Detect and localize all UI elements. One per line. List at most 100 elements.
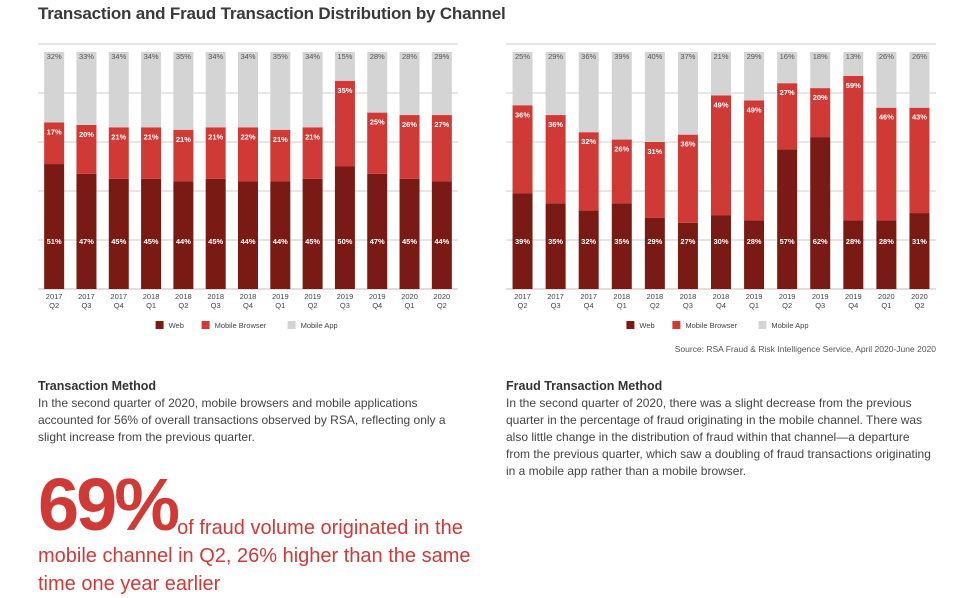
data-label: 49%	[747, 105, 762, 114]
x-tick-label: Q3	[551, 301, 561, 310]
bar-segment-mobile-app	[334, 52, 355, 81]
bar-segment-web	[44, 164, 65, 289]
data-label: 28%	[879, 237, 894, 246]
x-tick-label: Q2	[437, 301, 447, 310]
bar-segment-mobile-app	[545, 52, 566, 116]
data-label: 45%	[402, 237, 417, 246]
x-tick-label: 2018	[143, 292, 160, 301]
bar-segment-mobile-app	[141, 52, 162, 128]
data-label: 31%	[647, 147, 662, 156]
bar-segment-mobile-app	[512, 52, 533, 106]
data-label: 25%	[370, 118, 385, 127]
legend-label: Mobile App	[301, 321, 338, 330]
data-label: 22%	[240, 132, 255, 141]
bar-segment-mobile-app	[76, 52, 97, 125]
x-tick-label: 2017	[78, 292, 95, 301]
bar-segment-web	[744, 220, 765, 289]
data-label: 28%	[846, 237, 861, 246]
data-label: 34%	[208, 52, 223, 61]
bar-segment-mobile-browser	[843, 75, 864, 221]
data-label: 20%	[79, 130, 94, 139]
x-tick-label: 2019	[812, 292, 829, 301]
bar-segment-mobile-browser	[810, 88, 831, 138]
transaction-distribution-chart: 51%17%32%2017Q247%20%33%2017Q345%21%34%2…	[38, 43, 458, 330]
bar-segment-mobile-app	[302, 52, 323, 128]
bar-segment-mobile-browser	[644, 142, 665, 218]
data-label: 36%	[515, 110, 530, 119]
x-tick-label: Q4	[114, 301, 124, 310]
x-tick-label: 2020	[878, 292, 895, 301]
data-label: 29%	[548, 52, 563, 61]
data-label: 35%	[176, 52, 191, 61]
data-label: 34%	[111, 52, 126, 61]
bar-segment-mobile-browser	[578, 132, 599, 211]
x-tick-label: 2019	[845, 292, 862, 301]
data-label: 28%	[747, 237, 762, 246]
callout-percentage: 69%	[38, 463, 180, 546]
bar-segment-web	[644, 217, 665, 289]
data-label: 44%	[273, 237, 288, 246]
x-tick-label: 2019	[369, 292, 386, 301]
bar-segment-mobile-app	[108, 52, 129, 128]
x-tick-label: Q1	[275, 301, 285, 310]
data-label: 17%	[47, 127, 62, 136]
bar-segment-mobile-browser	[205, 127, 226, 179]
bar-segment-mobile-app	[431, 52, 452, 116]
data-label: 44%	[240, 237, 255, 246]
bar-segment-web	[512, 193, 533, 289]
bar-segment-mobile-app	[270, 52, 291, 130]
data-label: 27%	[680, 237, 695, 246]
data-label: 34%	[305, 52, 320, 61]
data-label: 45%	[144, 237, 159, 246]
data-label: 47%	[370, 237, 385, 246]
bar-segment-mobile-app	[399, 52, 420, 116]
bar-segment-mobile-browser	[141, 127, 162, 179]
data-label: 26%	[614, 145, 629, 154]
data-label: 30%	[713, 237, 728, 246]
legend-swatch	[758, 321, 767, 329]
x-tick-label: 2018	[207, 292, 224, 301]
page-title: Transaction and Fraud Transaction Distri…	[38, 4, 506, 23]
bar-segment-mobile-app	[578, 52, 599, 133]
x-tick-label: 2018	[240, 292, 257, 301]
x-tick-label: Q3	[683, 301, 693, 310]
legend-label: Web	[639, 321, 654, 330]
bar-segment-mobile-browser	[545, 115, 566, 204]
data-label: 33%	[79, 52, 94, 61]
bar-segment-mobile-app	[711, 52, 731, 96]
bar-segment-mobile-app	[644, 52, 665, 142]
data-label: 45%	[208, 237, 223, 246]
fraud-transaction-method-heading: Fraud Transaction Method	[506, 379, 663, 393]
x-tick-label: 2019	[779, 292, 796, 301]
x-tick-label: Q1	[405, 301, 415, 310]
bar-segment-mobile-browser	[744, 100, 765, 221]
data-label: 37%	[680, 52, 695, 61]
data-label: 16%	[780, 52, 795, 61]
bar-segment-mobile-app	[173, 52, 194, 130]
data-label: 27%	[780, 88, 795, 97]
data-label: 47%	[79, 237, 94, 246]
bar-segment-mobile-app	[876, 52, 897, 108]
bar-segment-web	[173, 181, 194, 289]
data-label: 18%	[813, 52, 828, 61]
x-tick-label: 2017	[110, 292, 127, 301]
x-tick-label: Q4	[716, 301, 726, 310]
x-tick-label: 2017	[547, 292, 564, 301]
data-label: 13%	[846, 52, 861, 61]
data-label: 28%	[370, 52, 385, 61]
fraud-transaction-method-section: Fraud Transaction Method In the second q…	[506, 379, 936, 480]
bar-segment-web	[545, 203, 566, 289]
x-tick-label: 2020	[911, 292, 928, 301]
data-label: 21%	[273, 135, 288, 144]
bar-segment-mobile-browser	[909, 107, 930, 214]
data-label: 51%	[47, 237, 62, 246]
x-tick-label: 2017	[580, 292, 597, 301]
bar-segment-web	[141, 178, 162, 289]
bar-segment-mobile-browser	[367, 112, 388, 174]
legend-label: Web	[169, 321, 184, 330]
data-label: 32%	[581, 237, 596, 246]
bar-segment-mobile-browser	[173, 129, 194, 182]
transaction-method-heading: Transaction Method	[38, 379, 157, 393]
data-label: 26%	[912, 52, 927, 61]
data-label: 28%	[402, 52, 417, 61]
